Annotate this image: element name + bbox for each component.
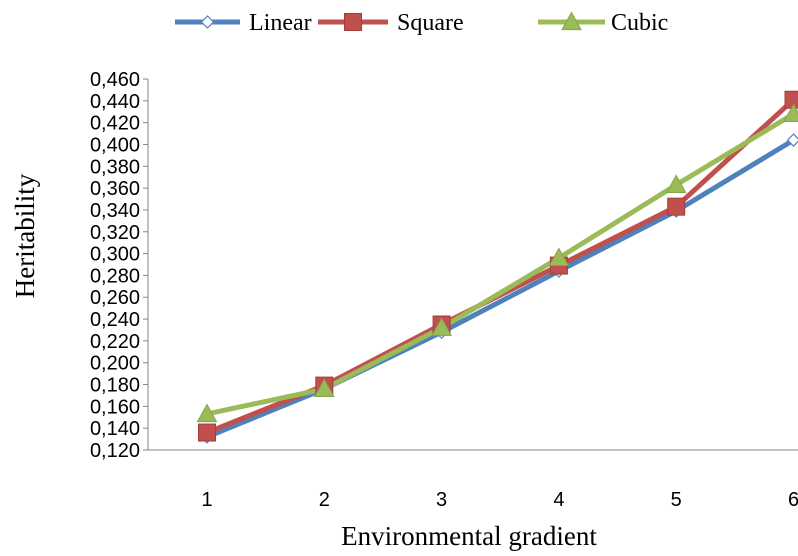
y-tick-label: 0,220 bbox=[90, 331, 140, 353]
y-tick-label: 0,400 bbox=[90, 134, 140, 156]
y-axis-ticks: 0,1200,1400,1600,1800,2000,2200,2400,260… bbox=[90, 69, 148, 462]
y-tick-label: 0,260 bbox=[90, 287, 140, 309]
data-point-cubic bbox=[313, 378, 335, 397]
y-tick-label: 0,440 bbox=[90, 91, 140, 113]
y-tick-label: 0,380 bbox=[90, 156, 140, 178]
x-tick-label: 3 bbox=[436, 489, 447, 511]
data-point-cubic bbox=[783, 103, 798, 123]
x-tick-label: 5 bbox=[671, 489, 682, 511]
series-markers bbox=[196, 90, 798, 444]
x-tick-label: 2 bbox=[319, 489, 330, 511]
y-tick-label: 0,460 bbox=[90, 69, 140, 91]
y-tick-label: 0,200 bbox=[90, 353, 140, 375]
legend-label: Square bbox=[397, 10, 464, 36]
data-point-square bbox=[784, 90, 798, 109]
data-point-cubic bbox=[431, 317, 452, 336]
series-line-cubic bbox=[204, 111, 796, 417]
data-point-cubic bbox=[548, 247, 570, 267]
y-tick-label: 0,140 bbox=[90, 418, 140, 440]
legend-swatch-marker bbox=[344, 13, 362, 31]
y-axis-label: Heritability bbox=[10, 173, 40, 298]
legend: Linear Square Cubic bbox=[175, 10, 668, 36]
x-tick-label: 6 bbox=[788, 489, 798, 511]
data-point-cubic bbox=[665, 174, 687, 193]
axes bbox=[147, 79, 798, 451]
y-tick-label: 0,420 bbox=[90, 113, 140, 135]
legend-item-linear: Linear bbox=[175, 10, 312, 36]
y-tick-label: 0,360 bbox=[90, 178, 140, 200]
legend-item-square: Square bbox=[318, 10, 464, 36]
y-tick-label: 0,340 bbox=[90, 200, 140, 222]
x-tick-label: 4 bbox=[553, 489, 564, 511]
legend-swatch-marker bbox=[200, 15, 215, 29]
y-tick-label: 0,160 bbox=[90, 396, 140, 418]
x-axis-label: Environmental gradient bbox=[341, 521, 597, 551]
legend-item-cubic: Cubic bbox=[538, 10, 668, 36]
data-point-cubic bbox=[196, 403, 218, 423]
y-tick-label: 0,300 bbox=[90, 244, 140, 266]
series-lines bbox=[204, 97, 796, 440]
data-point-square bbox=[667, 197, 686, 216]
y-tick-label: 0,120 bbox=[90, 440, 140, 462]
data-point-square bbox=[198, 423, 216, 442]
y-tick-label: 0,280 bbox=[90, 265, 140, 287]
legend-swatch-marker bbox=[561, 11, 582, 31]
series-line-linear bbox=[204, 137, 796, 440]
series-line-square bbox=[204, 97, 796, 436]
x-tick-label: 1 bbox=[201, 489, 212, 511]
y-tick-label: 0,240 bbox=[90, 309, 140, 331]
legend-label: Cubic bbox=[611, 10, 668, 36]
x-axis-ticks: 1 2 3 4 5 6 bbox=[201, 489, 798, 511]
y-tick-label: 0,320 bbox=[90, 222, 140, 244]
legend-label: Linear bbox=[249, 10, 312, 36]
y-tick-label: 0,180 bbox=[90, 375, 140, 397]
